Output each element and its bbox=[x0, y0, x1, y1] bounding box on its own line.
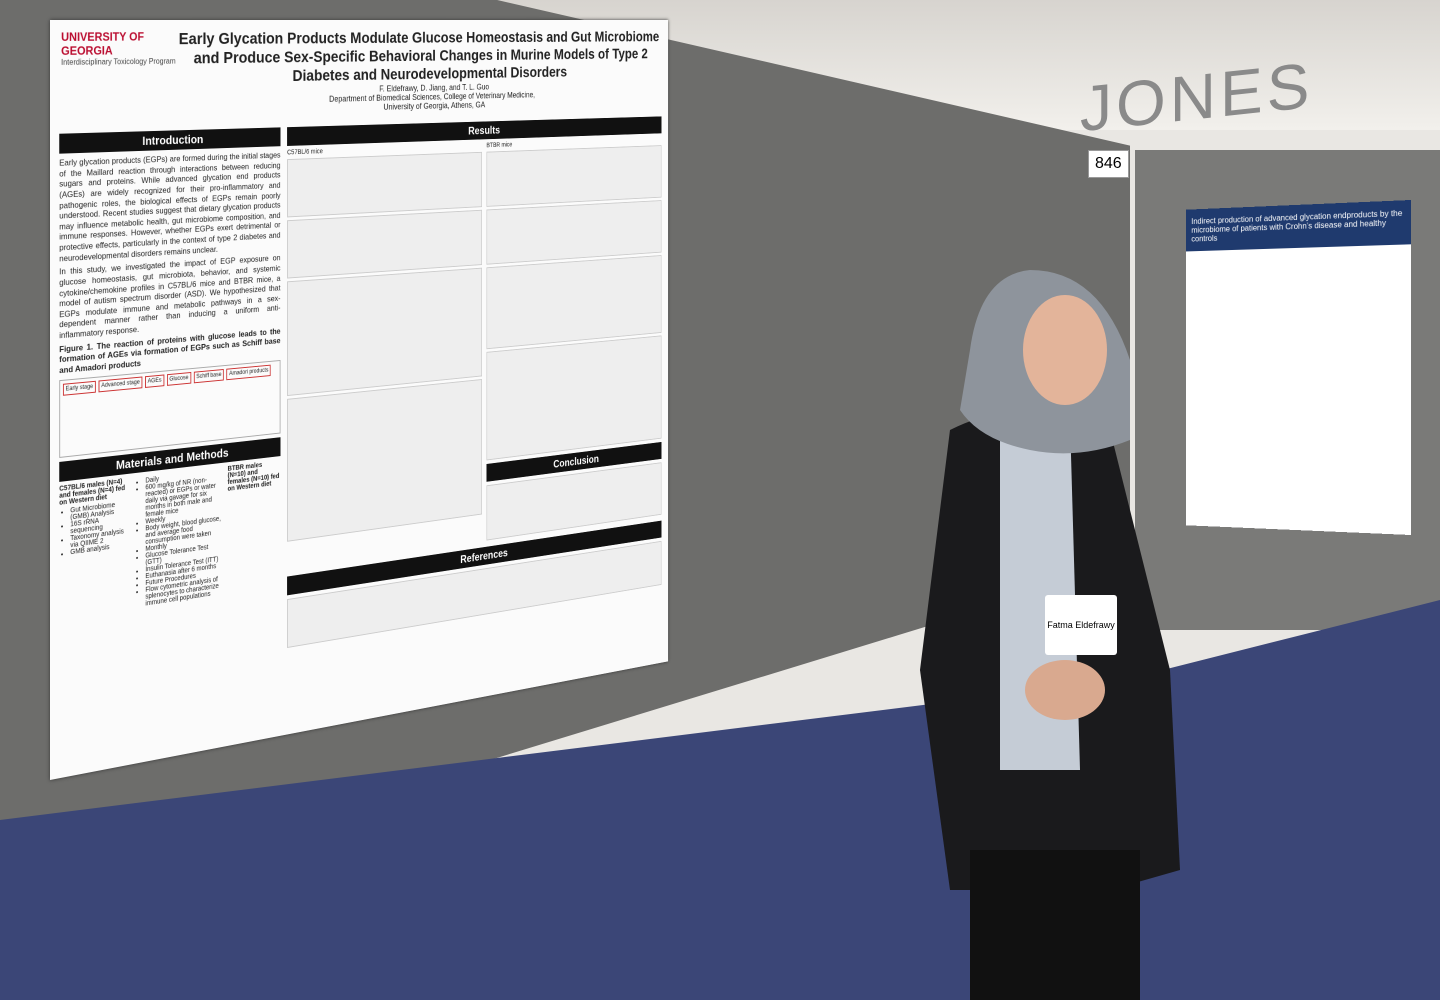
chart bbox=[287, 267, 483, 397]
table bbox=[287, 379, 483, 542]
neighbor-poster-title: Indirect production of advanced glycatio… bbox=[1185, 199, 1411, 252]
column: Results C57BL/6 mice BTBR mice Conclusio… bbox=[287, 113, 662, 651]
group: BTBR males (N=10) and females (N=10) fed… bbox=[227, 461, 280, 493]
list: Gut Microbiome (GMB) Analysis16S rRNA se… bbox=[59, 499, 131, 557]
program: Interdisciplinary Toxicology Program bbox=[61, 56, 176, 67]
chart bbox=[287, 209, 483, 279]
section-heading: Introduction bbox=[59, 127, 281, 154]
person: Fatma Eldefrawy bbox=[920, 270, 1180, 1000]
logo: UNIVERSITY OF GEORGIA Interdisciplinary T… bbox=[61, 30, 177, 67]
university: UNIVERSITY OF GEORGIA bbox=[61, 29, 144, 58]
poster: UNIVERSITY OF GEORGIA Interdisciplinary T… bbox=[50, 20, 669, 780]
figure-label: Early stage bbox=[62, 380, 96, 396]
figure-label: Schiff base bbox=[193, 368, 225, 383]
poster-header: UNIVERSITY OF GEORGIA Interdisciplinary T… bbox=[50, 20, 668, 124]
face bbox=[1023, 295, 1107, 405]
figure-label: AGEs bbox=[145, 373, 165, 388]
chart bbox=[486, 200, 662, 265]
figure-label: Glucose bbox=[166, 371, 192, 386]
list: Daily600 mg/kg of NR (non-reacted) or EG… bbox=[135, 468, 224, 609]
paragraph: Early glycation products (EGPs) are form… bbox=[59, 149, 281, 264]
booth-number: 846 bbox=[1088, 150, 1129, 178]
table bbox=[486, 335, 662, 461]
figure-label: Advanced stage bbox=[98, 375, 143, 392]
column: Introduction Early glycation products (E… bbox=[59, 124, 281, 690]
chart bbox=[486, 145, 662, 207]
chart bbox=[287, 151, 483, 218]
trousers bbox=[970, 850, 1140, 1000]
chart bbox=[486, 255, 662, 350]
badge-name: Fatma Eldefrawy bbox=[1047, 620, 1115, 630]
hands bbox=[1025, 660, 1105, 720]
figure-label: Amadori products bbox=[226, 364, 271, 380]
badge bbox=[1045, 595, 1117, 655]
poster-title: Early Glycation Products Modulate Glucos… bbox=[178, 28, 660, 85]
